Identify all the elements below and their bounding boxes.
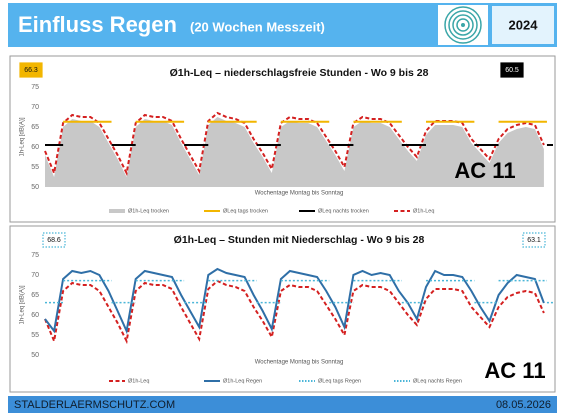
chart: Ø1h-Leq – niederschlagsfreie Stunden - W… <box>10 56 555 222</box>
x-axis-label: Wochentage Montag bis Sonntag <box>255 360 344 366</box>
level-label: 68.6 <box>47 237 61 244</box>
annotation: AC 11 <box>454 158 515 183</box>
y-tick-label: 75 <box>31 252 39 259</box>
y-tick-label: 70 <box>31 272 39 279</box>
slide: Einfluss Regen (20 Wochen Messzeit) 2024… <box>0 0 565 416</box>
level-label: 60.5 <box>505 67 519 74</box>
footer-right: 08.05.2026 <box>496 399 551 411</box>
level-label: 66.3 <box>24 67 38 74</box>
y-tick-label: 65 <box>31 292 39 299</box>
legend-label: ØLeq nachts trocken <box>318 208 369 214</box>
y-tick-label: 70 <box>31 104 39 111</box>
slide-subtitle: (20 Wochen Messzeit) <box>190 19 325 34</box>
y-tick-label: 50 <box>31 352 39 359</box>
y-tick-label: 75 <box>31 84 39 91</box>
x-axis-label: Wochentage Montag bis Sonntag <box>255 191 344 197</box>
y-axis-label: 1h-Leq [dB(A)] <box>20 117 26 156</box>
legend-label: Ø1h-Leq <box>128 378 149 384</box>
legend-label: ØLeq tags trocken <box>223 208 268 214</box>
annotation: AC 11 <box>484 358 545 383</box>
chart: Ø1h-Leq – Stunden mit Niederschlag - Wo … <box>10 226 555 392</box>
chart-title: Ø1h-Leq – Stunden mit Niederschlag - Wo … <box>174 234 425 246</box>
legend-label: ØLeq nachts Regen <box>413 378 462 384</box>
year: 2024 <box>509 17 539 32</box>
y-axis-label: 1h-Leq [dB(A)] <box>20 285 26 324</box>
legend-label: Ø1h-Leq <box>413 208 434 214</box>
y-tick-label: 60 <box>31 144 39 151</box>
y-tick-label: 50 <box>31 184 39 191</box>
footer-left: STALDERLAERMSCHUTZ.COM <box>14 399 175 411</box>
y-tick-label: 60 <box>31 312 39 319</box>
legend-swatch <box>109 209 125 213</box>
level-label: 63.1 <box>527 237 541 244</box>
y-tick-label: 55 <box>31 332 39 339</box>
legend-label: Ø1h-Leq trocken <box>128 208 169 214</box>
logo <box>438 5 488 45</box>
chart-title: Ø1h-Leq – niederschlagsfreie Stunden - W… <box>170 67 429 79</box>
y-tick-label: 55 <box>31 164 39 171</box>
legend-label: Ø1h-Leq Regen <box>223 378 262 384</box>
legend-label: ØLeq tags Regen <box>318 378 361 384</box>
y-tick-label: 65 <box>31 124 39 131</box>
slide-title: Einfluss Regen <box>18 12 177 37</box>
